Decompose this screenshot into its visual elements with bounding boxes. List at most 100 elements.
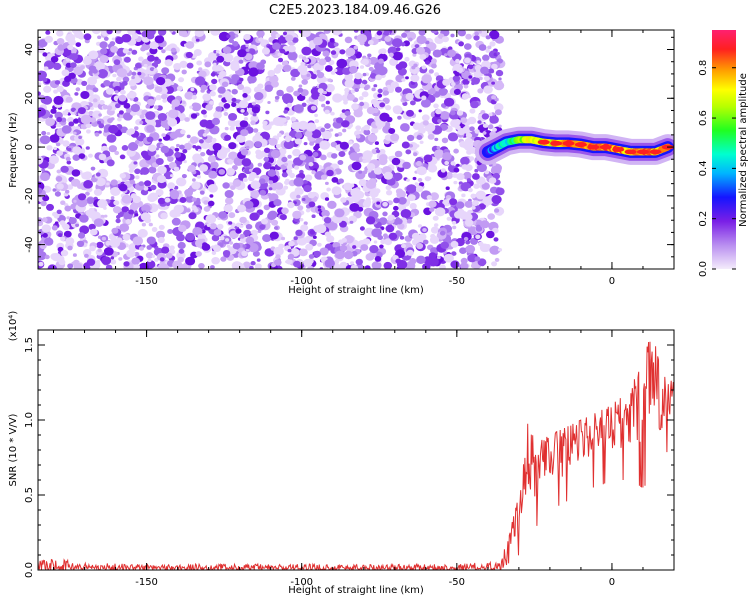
noise-blob	[231, 102, 237, 108]
noise-blob	[129, 179, 136, 185]
noise-blob	[486, 230, 495, 239]
noise-blob	[171, 217, 181, 226]
noise-blob	[384, 122, 391, 128]
noise-blob	[365, 197, 371, 202]
noise-blob	[467, 254, 477, 263]
noise-blob	[242, 86, 252, 95]
noise-blob	[243, 117, 248, 121]
noise-blob	[115, 218, 121, 224]
noise-blob	[455, 201, 465, 209]
noise-blob	[200, 152, 206, 157]
noise-blob	[165, 252, 173, 259]
noise-blob	[51, 225, 58, 231]
noise-blob	[235, 228, 242, 234]
noise-blob	[432, 215, 439, 221]
noise-blob	[176, 85, 183, 91]
noise-blob	[217, 74, 224, 80]
noise-blob	[427, 164, 438, 173]
noise-blob	[157, 30, 167, 36]
noise-blob	[382, 211, 388, 217]
noise-blob	[210, 30, 221, 36]
noise-blob	[192, 227, 203, 236]
noise-blob	[482, 131, 487, 135]
noise-blob	[433, 103, 439, 109]
noise-blob	[477, 120, 482, 124]
noise-blob	[317, 205, 322, 209]
noise-blob	[303, 185, 312, 193]
noise-blob	[406, 178, 410, 182]
noise-blob	[210, 265, 215, 269]
noise-blob	[38, 91, 41, 96]
noise-blob	[342, 128, 347, 133]
noise-blob	[159, 257, 165, 262]
noise-blob	[475, 226, 483, 232]
noise-blob	[56, 209, 62, 215]
noise-blob	[196, 60, 203, 66]
noise-blob	[268, 138, 278, 146]
noise-blob	[361, 58, 369, 66]
noise-blob	[191, 197, 197, 202]
noise-blob	[98, 130, 102, 134]
noise-blob	[244, 200, 254, 209]
noise-blob	[148, 166, 157, 174]
noise-blob	[293, 177, 305, 187]
noise-blob	[450, 33, 455, 38]
noise-blob	[97, 35, 102, 40]
noise-blob	[106, 30, 113, 35]
noise-blob	[65, 189, 70, 194]
noise-blob	[435, 108, 442, 115]
noise-blob	[94, 132, 100, 137]
noise-blob	[248, 243, 259, 253]
noise-blob	[218, 169, 226, 175]
noise-blob	[349, 220, 354, 224]
noise-blob	[283, 31, 287, 36]
noise-blob	[352, 142, 360, 150]
noise-blob	[161, 93, 168, 100]
noise-blob	[224, 126, 229, 131]
noise-blob	[172, 260, 183, 269]
noise-blob	[227, 158, 233, 164]
noise-blob	[119, 173, 127, 179]
noise-blob	[464, 57, 471, 64]
noise-blob	[380, 239, 386, 245]
noise-blob	[56, 183, 64, 190]
noise-blob	[285, 116, 291, 121]
noise-blob	[155, 158, 164, 165]
noise-blob	[295, 132, 303, 139]
noise-blob	[76, 58, 81, 63]
noise-blob	[63, 179, 68, 183]
noise-blob	[382, 90, 389, 96]
noise-blob	[281, 156, 288, 163]
noise-blob	[401, 243, 406, 249]
noise-blob	[91, 30, 101, 35]
noise-blob	[40, 172, 50, 182]
noise-blob	[263, 162, 272, 170]
noise-blob	[132, 236, 144, 246]
noise-blob	[269, 231, 279, 240]
noise-blob	[423, 256, 433, 265]
noise-blob	[322, 50, 330, 57]
noise-blob	[417, 224, 423, 228]
noise-blob	[417, 177, 423, 182]
noise-blob	[216, 150, 227, 160]
noise-blob	[430, 233, 436, 239]
noise-blob	[267, 69, 276, 77]
noise-blob	[390, 133, 400, 142]
noise-blob	[434, 207, 446, 217]
noise-blob	[197, 148, 202, 152]
noise-blob	[351, 103, 359, 110]
noise-blob	[40, 200, 47, 207]
noise-blob	[373, 240, 378, 244]
noise-blob	[70, 62, 77, 68]
noise-blob	[251, 101, 257, 106]
noise-blob	[130, 103, 140, 113]
noise-blob	[287, 51, 298, 61]
noise-blob	[283, 109, 289, 114]
noise-blob	[153, 68, 158, 72]
noise-blob	[75, 87, 81, 92]
noise-blob	[468, 146, 477, 154]
noise-blob	[418, 109, 422, 113]
noise-blob	[349, 183, 355, 188]
noise-blob	[414, 44, 420, 49]
